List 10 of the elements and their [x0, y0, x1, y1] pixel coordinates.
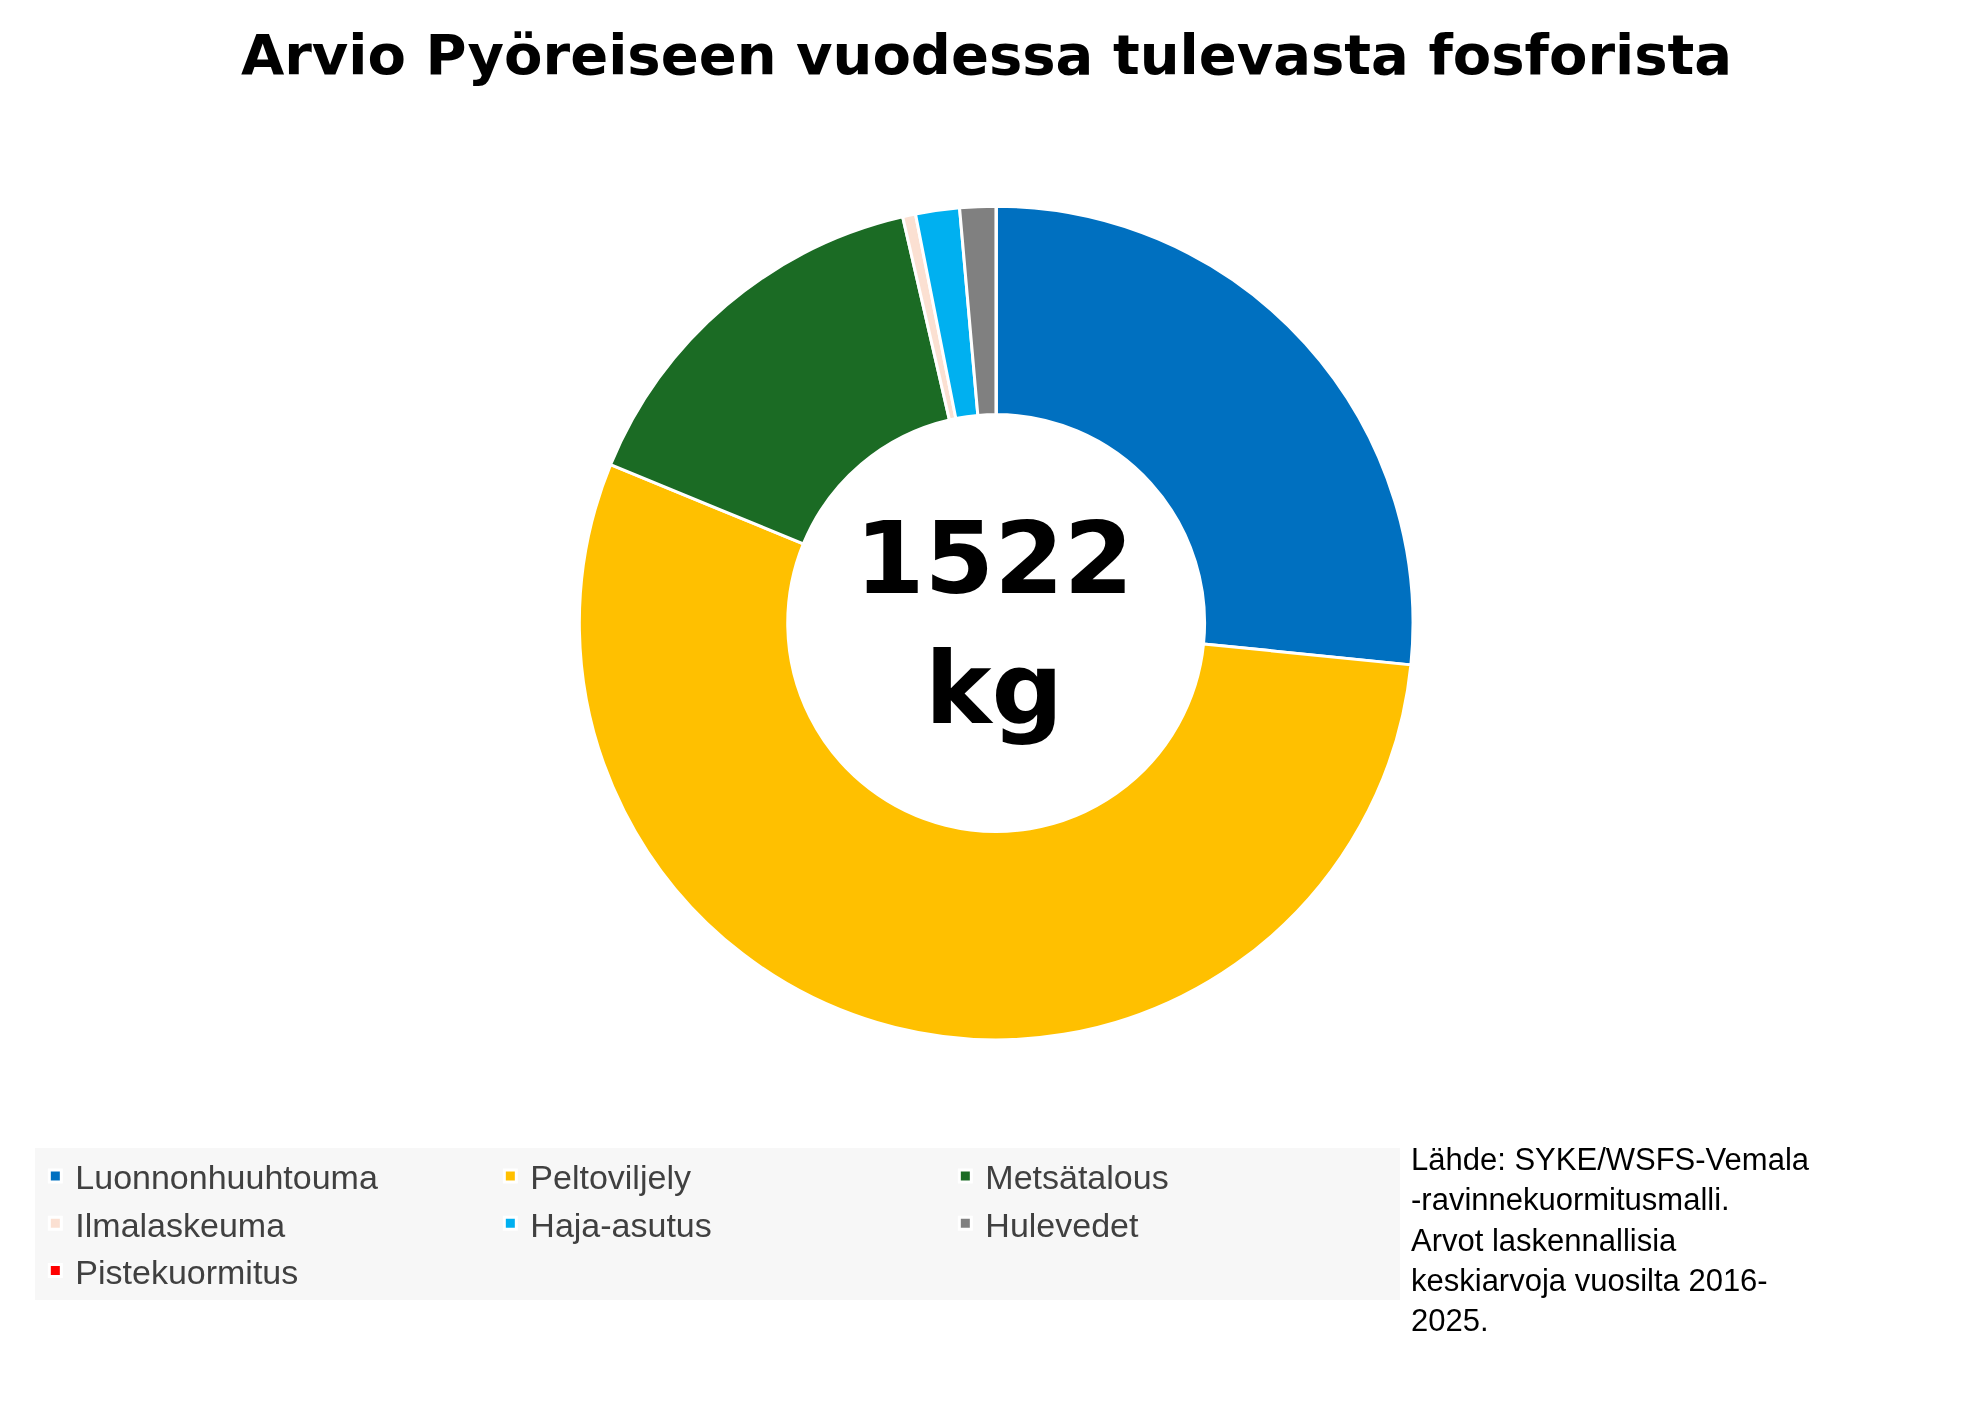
text: Lähde: SYKE/WSFS-Vemala -ravinnekuormitusmalli. Arvot laskennallisia keskiarvoja vuosilta 2016- 2025.: [1411, 1142, 1810, 1339]
legend-label: Ilmalaskeuma: [75, 1205, 286, 1244]
legend-label: Haja-asutus: [530, 1205, 712, 1244]
chart-title: Arvio Pyöreiseen vuodessa tulevasta fosforista: [240, 22, 1733, 88]
legend-label: Luonnonhuuhtouma: [75, 1158, 378, 1197]
legend-label: Hulevedet: [985, 1205, 1139, 1244]
legend-label: Peltoviljely: [530, 1158, 691, 1197]
text: 1522 kg: [855, 500, 1134, 747]
legend-label: Metsätalous: [985, 1158, 1169, 1197]
legend-label: Pistekuormitus: [75, 1252, 299, 1291]
